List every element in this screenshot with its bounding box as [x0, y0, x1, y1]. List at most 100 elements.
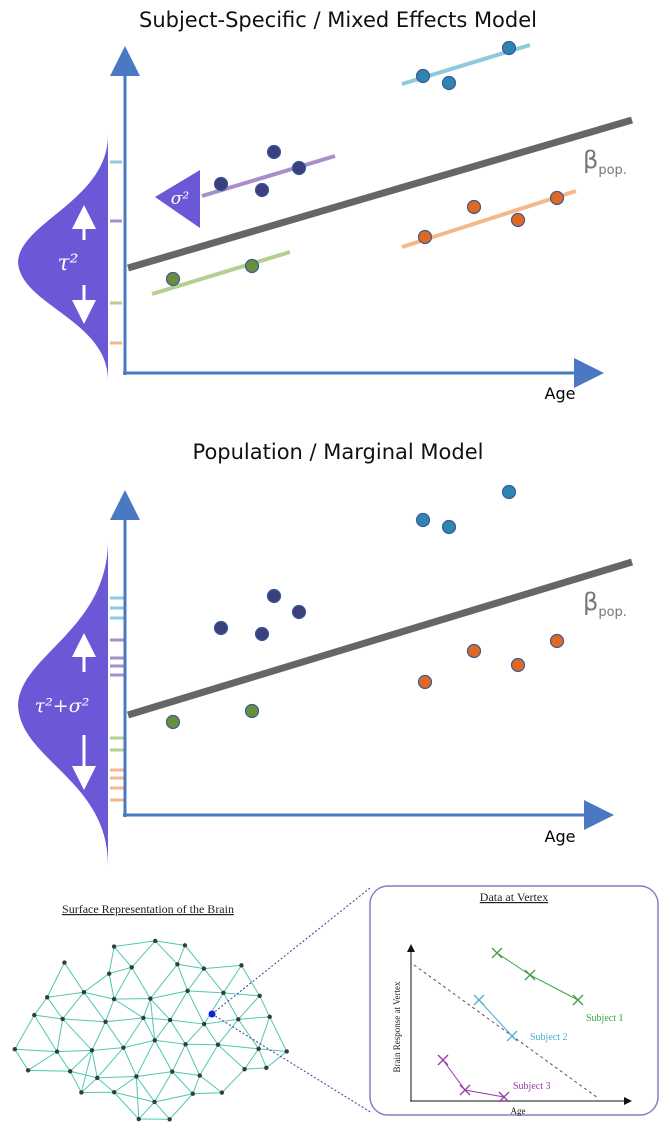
mesh-edge — [109, 974, 114, 999]
mesh-edge — [15, 1049, 28, 1070]
mesh-edge — [97, 1076, 136, 1077]
mesh-vertex — [141, 1016, 145, 1020]
mesh-edge — [106, 1022, 124, 1048]
mesh-edge — [28, 1070, 70, 1071]
dot — [417, 70, 430, 83]
mesh-edge — [15, 1049, 57, 1051]
mesh-vertex — [183, 1042, 187, 1046]
mesh-edge — [204, 969, 224, 993]
subject-label: Subject 3 — [513, 1081, 551, 1092]
mesh-edge — [155, 1020, 170, 1040]
mesh-vertex — [79, 1090, 83, 1094]
mesh-edge — [223, 965, 241, 992]
panel-title: Data at Vertex — [480, 890, 548, 904]
dot — [256, 628, 269, 641]
mesh-edge — [63, 992, 84, 1019]
mesh-vertex — [191, 1092, 195, 1096]
mesh-vertex — [242, 1067, 246, 1071]
mesh-vertex — [55, 1049, 59, 1053]
dot — [246, 260, 259, 273]
dot — [551, 635, 564, 648]
subject-label: Subject 1 — [586, 1013, 624, 1024]
dot — [503, 486, 516, 499]
mesh-edge — [223, 993, 238, 1019]
mesh-edge — [270, 1017, 287, 1052]
dot — [468, 201, 481, 214]
top-panel: Subject-Specific / Mixed Effects Model τ… — [18, 8, 632, 403]
dot — [215, 178, 228, 191]
mesh-vertex — [129, 965, 133, 969]
dot — [419, 676, 432, 689]
mesh-edge — [204, 993, 223, 1024]
mesh-vertex — [216, 1043, 220, 1047]
bottom-panel: Population / Marginal Model τ²+σ² Age βp… — [18, 440, 632, 865]
mesh-edge — [136, 1072, 172, 1077]
mesh-edge — [204, 965, 242, 968]
mesh-edge — [47, 997, 63, 1019]
dot — [293, 162, 306, 175]
mesh-edge — [47, 992, 84, 997]
mesh-edge — [132, 941, 156, 967]
mesh-vertex — [45, 995, 49, 999]
mesh-vertex — [220, 1090, 224, 1094]
mesh-edge — [139, 1102, 155, 1119]
tau-label: τ² — [58, 251, 79, 276]
mesh-edge — [155, 1040, 186, 1044]
mesh-edge — [114, 999, 150, 1000]
mesh-edge — [114, 1092, 139, 1119]
mesh-edge — [245, 1049, 259, 1069]
mesh-edge — [34, 1015, 57, 1052]
mesh-vertex — [153, 1038, 157, 1042]
mesh-edge — [193, 1076, 200, 1094]
mesh-vertex — [170, 1069, 174, 1073]
mesh-edge — [172, 1072, 193, 1094]
dot — [443, 521, 456, 534]
mesh-vertex — [137, 1117, 141, 1121]
mesh-edge — [155, 941, 177, 964]
mesh-edge — [63, 1019, 106, 1022]
mesh-edge — [193, 1093, 222, 1094]
mesh-edge — [218, 1019, 238, 1044]
mesh-edge — [188, 969, 204, 991]
mesh-edge — [177, 964, 187, 991]
mesh-edge — [70, 1071, 81, 1092]
dot — [215, 622, 228, 635]
x-label: Age — [545, 384, 576, 403]
connector — [212, 888, 370, 1014]
mesh-edge — [114, 1076, 136, 1092]
mesh-edge — [204, 1019, 238, 1024]
dot — [503, 42, 516, 55]
mesh-vertex — [239, 963, 243, 967]
mesh-vertex — [183, 943, 187, 947]
panel-title: Subject-Specific / Mixed Effects Model — [139, 8, 537, 32]
figure: Subject-Specific / Mixed Effects Model τ… — [0, 0, 668, 1136]
beta-label: βpop. — [583, 146, 627, 178]
mesh-vertex — [168, 1018, 172, 1022]
mesh-edge — [57, 1052, 70, 1072]
beta-label: βpop. — [583, 588, 627, 620]
mesh-vertex — [153, 939, 157, 943]
mesh-edge — [177, 945, 185, 964]
mesh-vertex — [134, 1074, 138, 1078]
mesh-vertex — [202, 1022, 206, 1026]
mesh-vertex — [198, 1073, 202, 1077]
mesh-edge — [84, 974, 109, 993]
mesh-edge — [155, 1072, 173, 1102]
mesh-edge — [123, 1048, 136, 1077]
mesh-edge — [150, 999, 154, 1041]
dot — [443, 77, 456, 90]
vertex-panel: Data at Vertex Brain Response at Vertex … — [370, 886, 658, 1116]
mesh-edge — [81, 1078, 97, 1093]
mesh-vertex — [82, 990, 86, 994]
mesh-edge — [238, 996, 259, 1019]
mesh-edge — [63, 1019, 92, 1050]
mesh-vertex — [167, 1117, 171, 1121]
mesh-edge — [109, 947, 114, 974]
mesh-edge — [155, 1040, 172, 1071]
dot — [268, 590, 281, 603]
mesh-vertex — [26, 1068, 30, 1072]
dot — [268, 146, 281, 159]
dot — [167, 273, 180, 286]
mesh-vertex — [68, 1069, 72, 1073]
mesh-vertex — [107, 971, 111, 975]
